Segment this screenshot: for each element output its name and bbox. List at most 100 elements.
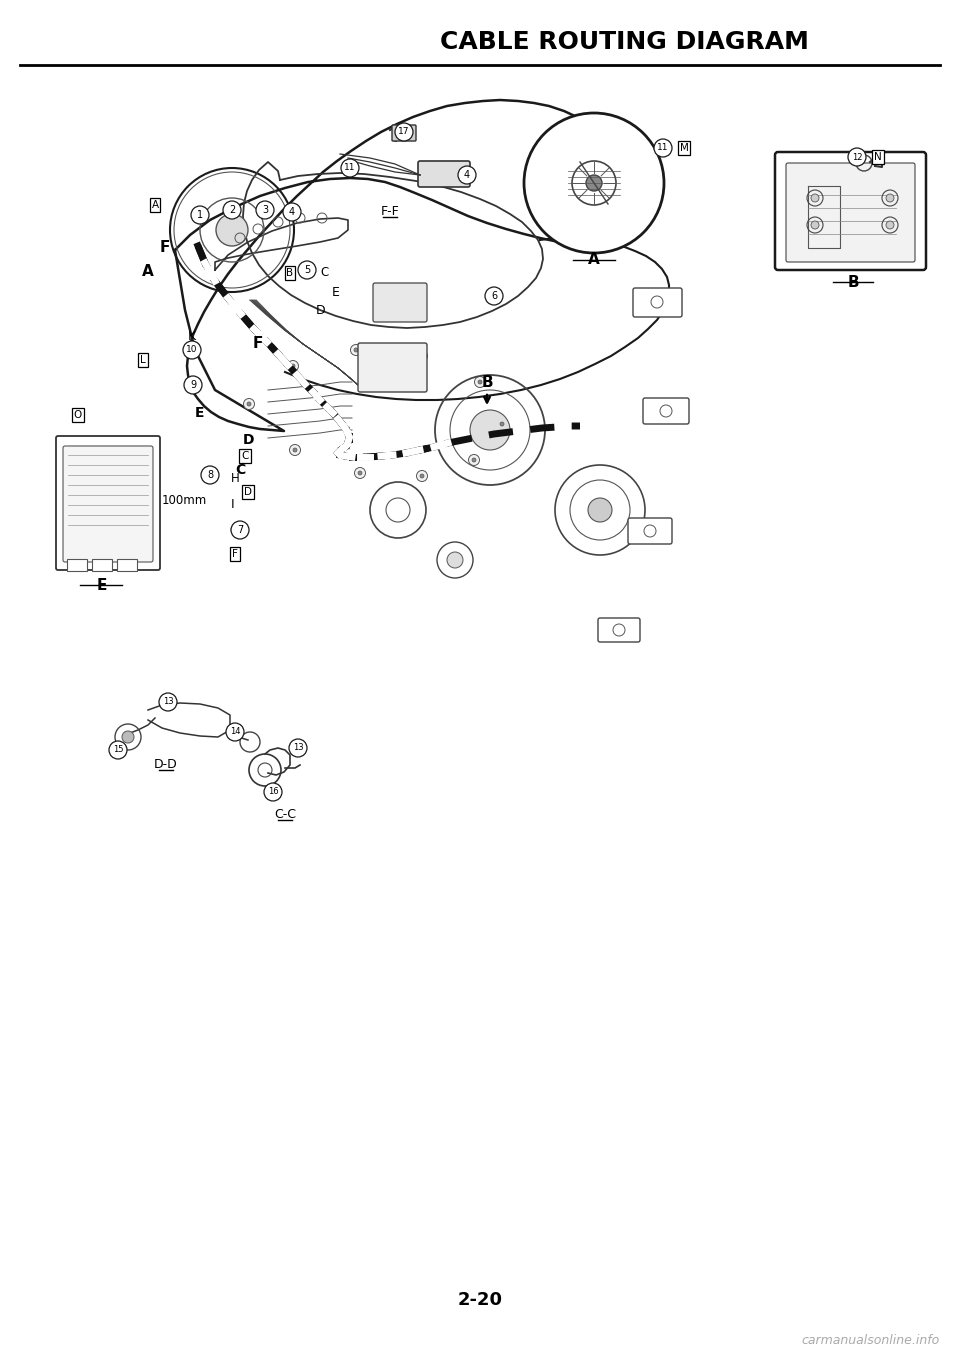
- Circle shape: [417, 350, 427, 361]
- Text: D: D: [316, 304, 325, 318]
- Circle shape: [886, 194, 894, 202]
- Circle shape: [290, 444, 300, 455]
- Text: 5: 5: [304, 265, 310, 276]
- Circle shape: [247, 402, 251, 406]
- Circle shape: [485, 287, 503, 306]
- Text: B: B: [481, 375, 492, 390]
- Text: CABLE ROUTING DIAGRAM: CABLE ROUTING DIAGRAM: [440, 30, 808, 54]
- Circle shape: [170, 168, 294, 292]
- Circle shape: [496, 418, 508, 429]
- FancyBboxPatch shape: [628, 517, 672, 545]
- Text: D: D: [242, 433, 253, 447]
- Circle shape: [468, 455, 479, 466]
- Circle shape: [264, 784, 282, 801]
- Circle shape: [231, 521, 249, 539]
- Circle shape: [216, 215, 248, 246]
- Text: F: F: [232, 549, 238, 559]
- Text: B: B: [847, 276, 859, 291]
- Text: G: G: [229, 523, 239, 536]
- Text: H: H: [231, 471, 240, 485]
- Text: carmanualsonline.info: carmanualsonline.info: [802, 1334, 940, 1347]
- Text: A: A: [152, 200, 158, 210]
- Circle shape: [654, 139, 672, 158]
- Text: D-D: D-D: [155, 758, 178, 771]
- Circle shape: [811, 194, 819, 202]
- Text: 4: 4: [289, 206, 295, 217]
- Circle shape: [417, 470, 427, 482]
- Circle shape: [474, 376, 486, 387]
- Text: L: L: [140, 354, 146, 365]
- FancyBboxPatch shape: [633, 288, 682, 316]
- Text: 17: 17: [398, 128, 410, 137]
- Text: 16: 16: [268, 788, 278, 797]
- Text: O: O: [74, 410, 83, 420]
- Circle shape: [588, 498, 612, 521]
- FancyBboxPatch shape: [418, 162, 470, 187]
- Text: C: C: [320, 266, 328, 278]
- Text: 15: 15: [112, 746, 123, 755]
- Circle shape: [289, 739, 307, 756]
- Circle shape: [524, 113, 664, 253]
- Text: E: E: [195, 406, 204, 420]
- Text: J: J: [190, 345, 194, 359]
- Circle shape: [354, 348, 358, 352]
- Circle shape: [256, 201, 274, 219]
- Circle shape: [886, 221, 894, 230]
- Text: I: I: [231, 498, 235, 512]
- Text: 11: 11: [658, 144, 669, 152]
- Circle shape: [811, 221, 819, 230]
- Text: E: E: [97, 579, 108, 593]
- Text: F: F: [159, 240, 170, 255]
- Text: 3: 3: [262, 205, 268, 215]
- Circle shape: [201, 466, 219, 483]
- Circle shape: [293, 448, 297, 452]
- Circle shape: [500, 422, 504, 426]
- FancyBboxPatch shape: [67, 559, 87, 570]
- Text: M: M: [680, 143, 688, 153]
- Text: 2-20: 2-20: [458, 1291, 502, 1309]
- Circle shape: [848, 148, 866, 166]
- Circle shape: [478, 380, 482, 384]
- Text: F: F: [252, 337, 263, 352]
- Circle shape: [447, 551, 463, 568]
- Circle shape: [122, 731, 134, 743]
- Text: 8: 8: [207, 470, 213, 479]
- Text: E: E: [332, 287, 340, 300]
- Text: 2: 2: [228, 205, 235, 215]
- FancyBboxPatch shape: [56, 436, 160, 570]
- Text: 100mm: 100mm: [162, 493, 207, 507]
- Text: 13: 13: [293, 743, 303, 752]
- Circle shape: [291, 364, 295, 368]
- Text: 7: 7: [237, 526, 243, 535]
- Circle shape: [283, 202, 301, 221]
- Circle shape: [354, 467, 366, 478]
- FancyBboxPatch shape: [63, 445, 153, 562]
- Text: 12: 12: [852, 152, 862, 162]
- Text: 10: 10: [186, 345, 198, 354]
- Circle shape: [184, 376, 202, 394]
- Circle shape: [420, 354, 424, 359]
- Circle shape: [395, 124, 413, 141]
- Text: A: A: [588, 253, 600, 268]
- FancyBboxPatch shape: [373, 282, 427, 322]
- Circle shape: [472, 458, 476, 462]
- Text: B: B: [286, 268, 294, 278]
- Circle shape: [226, 722, 244, 741]
- Text: 4: 4: [464, 170, 470, 181]
- Circle shape: [159, 693, 177, 712]
- FancyBboxPatch shape: [358, 344, 427, 392]
- Text: 6: 6: [491, 291, 497, 301]
- Circle shape: [287, 360, 299, 372]
- FancyBboxPatch shape: [786, 163, 915, 262]
- Circle shape: [458, 166, 476, 183]
- FancyBboxPatch shape: [643, 398, 689, 424]
- FancyBboxPatch shape: [92, 559, 112, 570]
- Circle shape: [341, 159, 359, 177]
- Text: C: C: [235, 463, 245, 477]
- Text: N: N: [875, 152, 882, 162]
- Text: 9: 9: [190, 380, 196, 390]
- Circle shape: [298, 261, 316, 278]
- Text: 13: 13: [162, 698, 174, 706]
- Text: K: K: [188, 330, 196, 344]
- FancyBboxPatch shape: [117, 559, 137, 570]
